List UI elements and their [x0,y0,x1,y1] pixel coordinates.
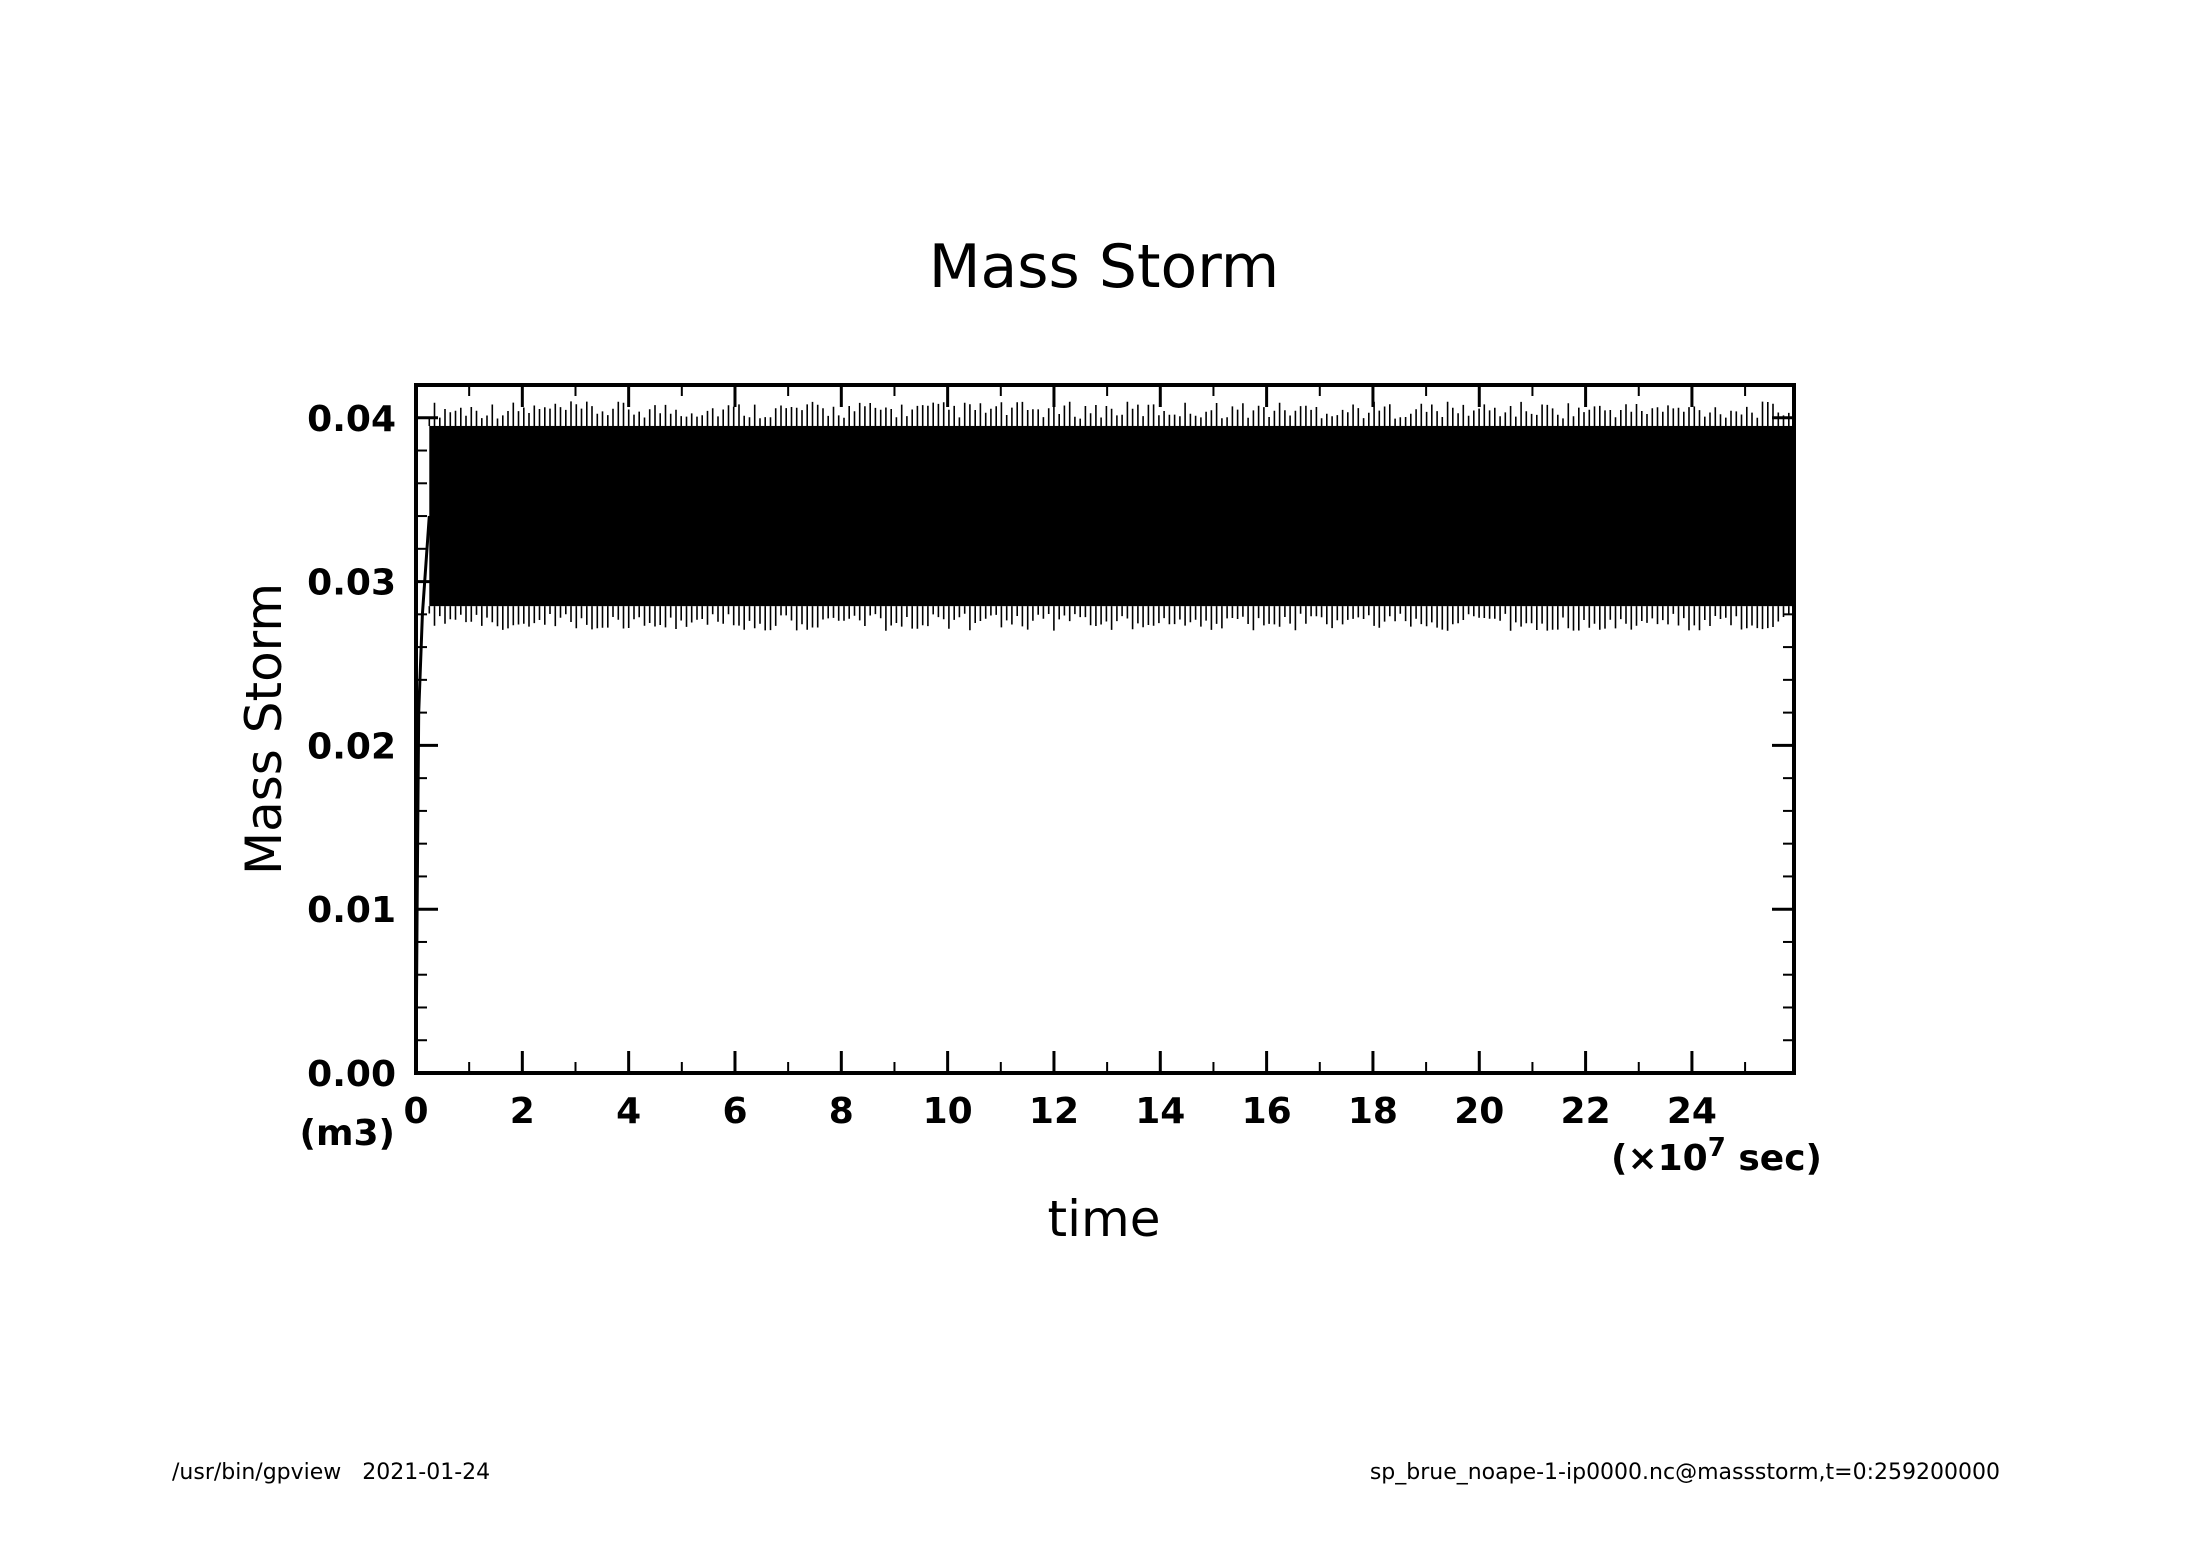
y-axis-label: Mass Storm [235,583,293,875]
y-tick-label: 0.03 [307,563,396,604]
oscillation-upper-spikes [428,401,1795,426]
y-tick-label: 0.02 [307,726,396,767]
y-tick-label: 0.01 [307,890,396,931]
x-tick-label: 4 [616,1091,641,1132]
x-tick-label: 20 [1454,1091,1504,1132]
oscillation-lower-spikes [428,606,1795,631]
x-axis-label: time [1048,1190,1161,1248]
x-tick-label: 12 [1029,1091,1079,1132]
x-tick-label: 14 [1135,1091,1185,1132]
x-tick-label: 0 [403,1091,428,1132]
x-axis-unit: (×107 sec) [1611,1133,1822,1179]
x-tick-label: 22 [1561,1091,1611,1132]
y-tick-label: 0.00 [307,1054,396,1095]
chart-title: Mass Storm [929,232,1280,302]
series-massstorm [414,401,1795,1074]
y-axis-ticks: 0.00 0.01 0.02 0.03 0.04 [307,399,1794,1095]
x-tick-label: 6 [722,1091,747,1132]
y-tick-label: 0.04 [307,399,396,440]
x-unit-exponent: 7 [1708,1133,1726,1163]
x-tick-label: 8 [829,1091,854,1132]
x-tick-label: 2 [510,1091,535,1132]
x-tick-label: 16 [1242,1091,1292,1132]
oscillation-band [429,425,1794,607]
x-unit-prefix: (×10 [1611,1138,1708,1179]
footer-left: /usr/bin/gpview 2021-01-24 [172,1460,491,1485]
x-tick-label: 10 [923,1091,973,1132]
x-tick-label: 18 [1348,1091,1398,1132]
y-axis-unit: (m3) [300,1113,395,1154]
x-unit-suffix: sec) [1726,1138,1822,1179]
plot-frame [414,383,1796,1075]
footer-right: sp_brue_noape-1-ip0000.nc@massstorm,t=0:… [1369,1460,2000,1485]
x-axis-ticks: 0 2 4 6 8 10 12 14 16 18 20 22 24 [403,385,1747,1132]
x-tick-label: 24 [1667,1091,1717,1132]
